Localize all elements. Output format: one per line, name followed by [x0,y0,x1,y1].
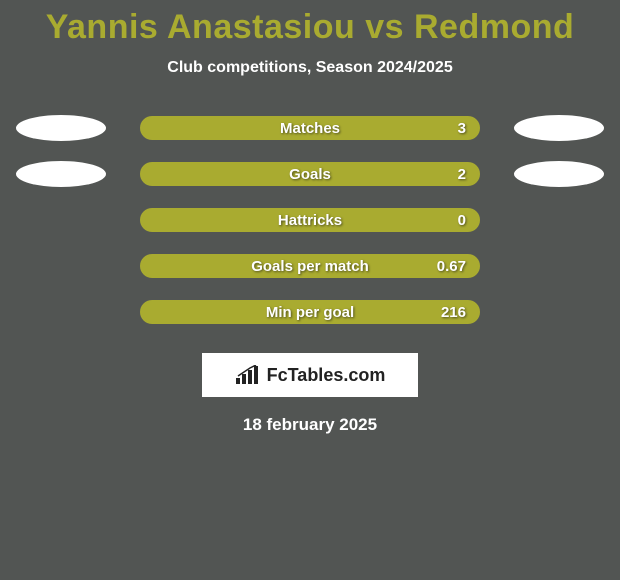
logo-text: FcTables.com [267,365,386,386]
ellipse-right [514,115,604,141]
stat-row: Min per goal 216 [0,289,620,335]
stat-row: Matches 3 [0,105,620,151]
stat-row: Hattricks 0 [0,197,620,243]
stat-label: Goals [289,166,331,183]
stat-bar: Hattricks 0 [140,208,480,232]
logo-box: FcTables.com [202,353,418,397]
ellipse-right [514,161,604,187]
stat-value: 2 [458,166,466,183]
stats-area: Matches 3 Goals 2 Hattricks 0 Goals per match 0… [0,105,620,335]
stat-value: 216 [441,304,466,321]
main-container: Yannis Anastasiou vs Redmond Club compet… [0,0,620,580]
date-text: 18 february 2025 [243,415,377,435]
stat-label: Min per goal [266,304,354,321]
stat-row: Goals per match 0.67 [0,243,620,289]
stat-value: 3 [458,120,466,137]
ellipse-left [16,161,106,187]
stat-bar: Goals per match 0.67 [140,254,480,278]
stat-value: 0 [458,212,466,229]
chart-icon [235,365,261,385]
subtitle: Club competitions, Season 2024/2025 [167,59,452,77]
stat-row: Goals 2 [0,151,620,197]
stat-value: 0.67 [437,258,466,275]
stat-bar: Goals 2 [140,162,480,186]
stat-label: Goals per match [251,258,369,275]
stat-label: Hattricks [278,212,342,229]
stat-bar: Min per goal 216 [140,300,480,324]
stat-label: Matches [280,120,340,137]
stat-bar: Matches 3 [140,116,480,140]
ellipse-left [16,115,106,141]
page-title: Yannis Anastasiou vs Redmond [46,8,575,47]
